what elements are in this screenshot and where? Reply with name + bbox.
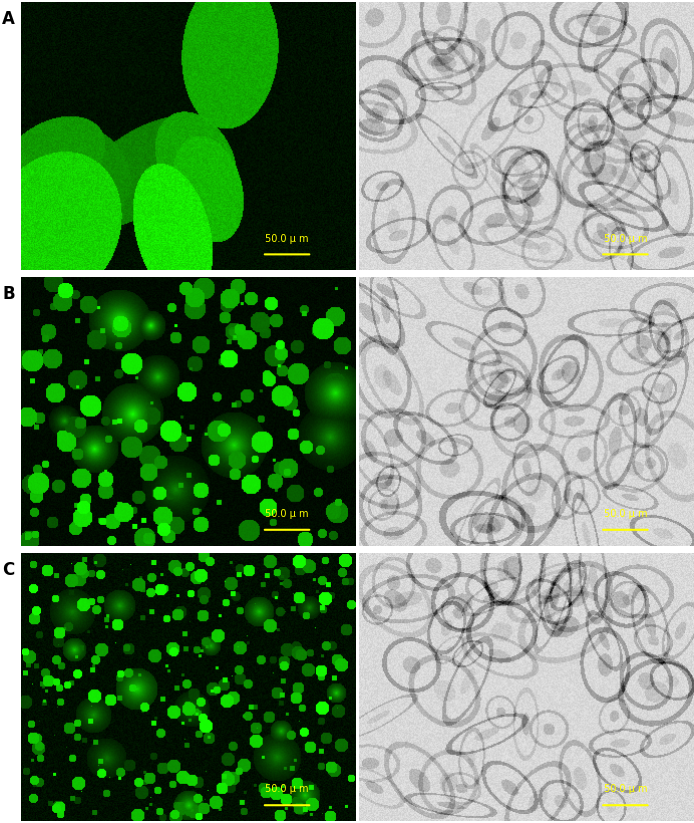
- Text: A: A: [2, 10, 15, 28]
- Text: 50.0 μ m: 50.0 μ m: [265, 784, 309, 794]
- Text: 50.0 μ m: 50.0 μ m: [265, 234, 309, 244]
- Text: 50.0 μ m: 50.0 μ m: [265, 509, 309, 519]
- Text: B: B: [2, 285, 15, 303]
- Text: 50.0 μ m: 50.0 μ m: [604, 784, 647, 794]
- Text: 50.0 μ m: 50.0 μ m: [604, 234, 647, 244]
- Text: C: C: [2, 560, 15, 579]
- Text: 50.0 μ m: 50.0 μ m: [604, 509, 647, 519]
